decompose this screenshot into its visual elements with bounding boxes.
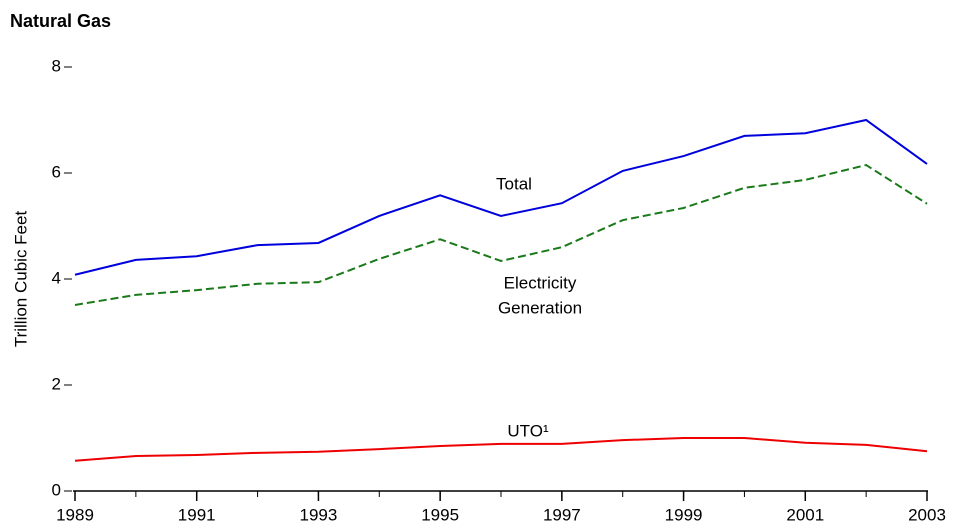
series-line (74, 163, 928, 306)
x-tick-label: 1999 (665, 505, 703, 524)
x-tick-label: 1989 (56, 505, 94, 524)
x-tick-label: 1997 (543, 505, 581, 524)
x-tick-label: 2001 (786, 505, 824, 524)
x-tick-label: 1995 (421, 505, 459, 524)
x-tick-label: 1991 (178, 505, 216, 524)
series-label: Generation (498, 298, 582, 317)
series-line (74, 118, 928, 276)
series-label: Total (496, 174, 532, 193)
x-tick-label: 1993 (300, 505, 338, 524)
y-tick-label: 0 (52, 480, 61, 499)
y-axis-label: Trillion Cubic Feet (11, 211, 30, 348)
y-tick-label: 2 (52, 374, 61, 393)
chart-title: Natural Gas (10, 11, 111, 31)
x-tick-label: 2003 (908, 505, 946, 524)
series-label: UTO¹ (507, 421, 549, 440)
series-label: Electricity (504, 273, 577, 292)
y-tick-label: 6 (52, 162, 61, 181)
y-tick-label: 4 (52, 268, 61, 287)
series-line (74, 437, 928, 462)
y-tick-label: 8 (52, 56, 61, 75)
